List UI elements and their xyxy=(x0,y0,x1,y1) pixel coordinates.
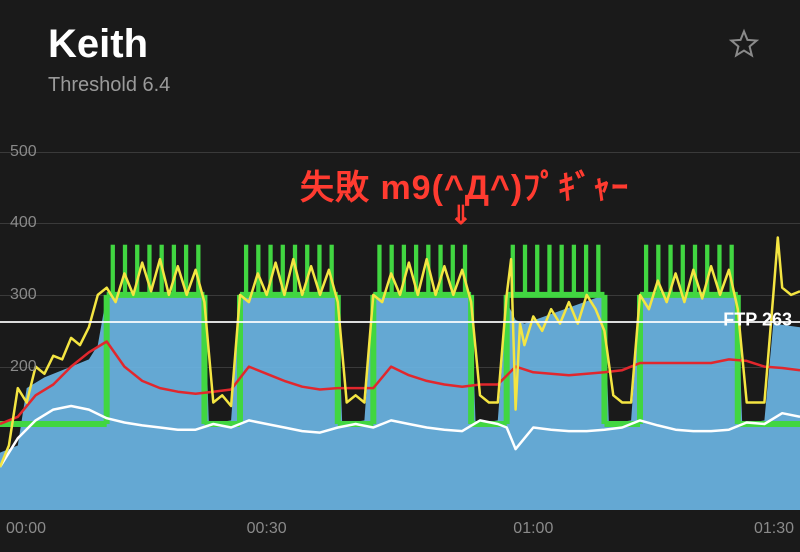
x-tick-label: 00:00 xyxy=(6,520,46,538)
header: Keith Threshold 6.4 xyxy=(48,24,760,97)
workout-subtitle: Threshold 6.4 xyxy=(48,74,170,97)
x-tick-label: 00:30 xyxy=(247,520,287,538)
workout-title: Keith xyxy=(48,24,170,64)
x-tick-label: 01:00 xyxy=(513,520,553,538)
y-tick-label: 400 xyxy=(10,214,37,232)
star-icon[interactable] xyxy=(728,28,760,60)
y-tick-label: 300 xyxy=(10,286,37,304)
ftp-line xyxy=(0,321,800,323)
x-tick-label: 01:30 xyxy=(754,520,794,538)
ftp-label: FTP 263 xyxy=(723,310,792,331)
fail-annotation-arrow: ⇓ xyxy=(450,200,472,231)
y-tick-label: 200 xyxy=(10,358,37,376)
y-tick-label: 500 xyxy=(10,143,37,161)
